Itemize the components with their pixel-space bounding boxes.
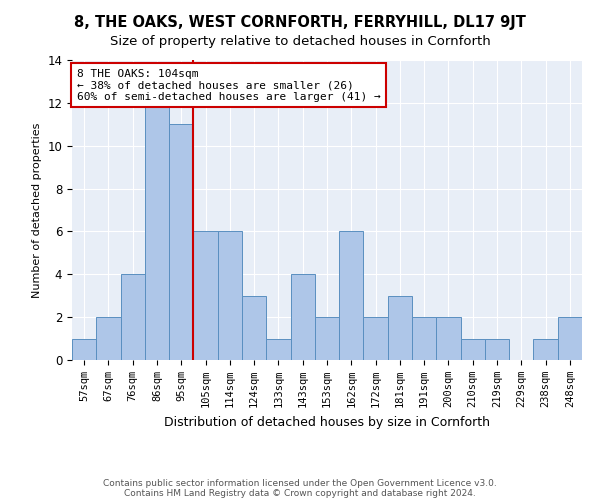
Bar	[485, 338, 509, 360]
Bar	[145, 103, 169, 360]
Bar	[388, 296, 412, 360]
Bar	[242, 296, 266, 360]
Bar	[461, 338, 485, 360]
Text: 8, THE OAKS, WEST CORNFORTH, FERRYHILL, DL17 9JT: 8, THE OAKS, WEST CORNFORTH, FERRYHILL, …	[74, 15, 526, 30]
Bar	[412, 317, 436, 360]
Bar	[364, 317, 388, 360]
Bar	[436, 317, 461, 360]
Text: Size of property relative to detached houses in Cornforth: Size of property relative to detached ho…	[110, 35, 490, 48]
X-axis label: Distribution of detached houses by size in Cornforth: Distribution of detached houses by size …	[164, 416, 490, 428]
Bar	[72, 338, 96, 360]
Y-axis label: Number of detached properties: Number of detached properties	[32, 122, 42, 298]
Bar	[533, 338, 558, 360]
Bar	[121, 274, 145, 360]
Bar	[169, 124, 193, 360]
Bar	[218, 232, 242, 360]
Bar	[315, 317, 339, 360]
Bar	[96, 317, 121, 360]
Text: Contains HM Land Registry data © Crown copyright and database right 2024.: Contains HM Land Registry data © Crown c…	[124, 488, 476, 498]
Text: Contains public sector information licensed under the Open Government Licence v3: Contains public sector information licen…	[103, 478, 497, 488]
Text: 8 THE OAKS: 104sqm
← 38% of detached houses are smaller (26)
60% of semi-detache: 8 THE OAKS: 104sqm ← 38% of detached hou…	[77, 68, 380, 102]
Bar	[290, 274, 315, 360]
Bar	[193, 232, 218, 360]
Bar	[266, 338, 290, 360]
Bar	[558, 317, 582, 360]
Bar	[339, 232, 364, 360]
